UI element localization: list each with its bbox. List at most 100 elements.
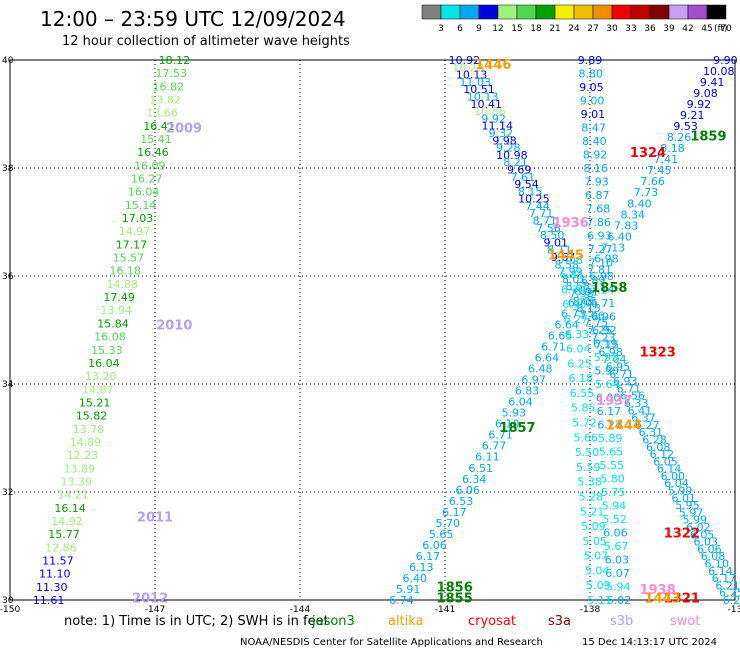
wave-height-point: 5.11 [587,594,612,607]
wave-height-point: 6.87 [585,189,610,202]
wave-height-point: 15.84 [97,317,129,330]
wave-height-point: 6.14 [708,565,733,578]
satellite-legend-jason3: jason3 [311,614,355,629]
pass-time-label: 1856 [437,581,473,596]
scale-tick-label: 18 [530,24,542,34]
wave-height-point: 5.72 [572,417,597,430]
wave-height-point: 8.40 [627,197,652,210]
wave-height-point: 6.40 [607,230,632,243]
wave-height-point: 6.08 [646,441,671,454]
scale-unit-label: (ft) [714,24,728,34]
wave-height-point: 14.97 [119,225,151,238]
wave-height-point: 6.00 [661,470,686,483]
wave-height-point: 6.28 [723,594,740,607]
wave-height-point: 15.14 [125,199,157,212]
wave-height-point: 6.02 [607,594,632,607]
wave-height-point: 6.03 [605,554,630,567]
wave-height-point: 11.30 [36,581,68,594]
wave-height-point: 6.07 [605,567,630,580]
wave-height-point: 7.83 [614,219,639,232]
wave-height-point: 6.71 [488,429,513,442]
wave-height-point: 9.54 [514,178,539,191]
pass-time-label: 1321 [664,591,700,606]
wave-height-point: 6.34 [462,473,487,486]
wave-height-point: 16.04 [88,357,120,370]
wave-height-point: 7.10 [589,257,614,270]
wave-height-point: 6.96 [592,311,617,324]
wave-height-point: 10.13 [456,69,488,82]
wave-height-point: 5.70 [436,517,461,530]
wave-height-point: 5.90 [594,365,619,378]
wave-height-point: 9.32 [489,127,514,140]
wave-height-point: 6.97 [521,374,546,387]
wave-height-point: 6.92 [592,324,617,337]
wave-height-point: 7.86 [586,216,611,229]
wave-height-point: 13.78 [73,423,105,436]
scale-swatch [535,4,556,20]
wave-height-point: 10.98 [496,149,528,162]
wave-height-point: 7.27 [588,243,613,256]
footer-credit: NOAA/NESDIS Center for Satellite Applica… [240,637,543,648]
wave-height-point: 9.01 [581,108,606,121]
wave-height-point: 6.08 [701,550,726,563]
wave-height-point: 5.28 [579,490,604,503]
wave-height-point: 14.21 [57,489,89,502]
y-tick-label: 34 [2,380,14,390]
wave-height-point: 8.80 [578,68,603,81]
wave-height-point: 6.93 [613,375,638,388]
wave-height-point: 5.04 [585,564,610,577]
wave-height-point: 10.41 [471,98,503,111]
wave-height-point: 8.15 [576,302,601,315]
wave-height-point: 6.10 [495,418,520,431]
wave-height-point: 6.70 [561,283,586,296]
scale-swatch [440,4,461,20]
wave-height-point: 6.45 [562,298,587,311]
wave-height-point: 5.52 [602,513,627,526]
wave-height-point: 6.71 [609,368,634,381]
wave-height-point: 9.92 [481,112,506,125]
wave-height-point: 6.56 [620,390,645,403]
wave-height-point: 16.08 [94,331,126,344]
wave-height-point: 6.77 [482,440,507,453]
scale-swatch [668,4,689,20]
plot-frame [9,59,736,601]
wave-height-point: 9.41 [700,76,725,89]
wave-height-point: 6.33 [624,397,649,410]
wave-height-point: 16.46 [137,146,169,159]
chart-title: 12:00 – 23:59 UTC 12/09/2024 [40,7,346,31]
wave-height-point: 14.92 [51,515,83,528]
wave-height-point: 11.61 [33,594,65,607]
wave-height-point: 8.26 [667,131,692,144]
wave-height-point: 15.77 [48,528,80,541]
wave-height-point: 6.06 [697,543,722,556]
wave-height-point: 5.75 [601,486,626,499]
wave-height-point: 7.04 [602,353,627,366]
satellite-legend: jason3 altika cryosat s3a s3b swot [311,614,700,629]
wave-height-point: 8.15 [518,185,543,198]
wave-height-point: 6.01 [672,492,697,505]
wave-height-point: 6.04 [566,343,591,356]
wave-height-point: 6.17 [597,405,622,418]
wave-height-point: 5.09 [581,520,606,533]
wave-height-point: 10.13 [467,90,499,103]
scale-tick-label: 9 [476,24,482,34]
wave-height-point: 8.47 [581,122,606,135]
y-tick-label: 40 [2,56,14,66]
wave-height-point: 5.05 [582,535,607,548]
wave-height-point: 14.87 [82,383,114,396]
pass-time-label: 1324 [630,146,666,161]
wave-height-point: 6.41 [628,404,653,417]
wave-height-point: 11.10 [39,568,71,581]
wave-height-point: 6.28 [642,433,667,446]
satellite-legend-s3a: s3a [548,614,571,629]
wave-height-point: 7.56 [536,222,561,235]
wave-height-point: 8.34 [621,208,646,221]
wave-height-point: 6.64 [554,318,579,331]
scale-swatch [554,4,575,20]
wave-height-point: 10.08 [703,65,735,78]
wave-height-point: 5.21 [580,505,605,518]
pass-time-label: 2010 [156,319,192,334]
scale-swatch [706,4,727,20]
wave-height-point: 9.53 [673,120,698,133]
